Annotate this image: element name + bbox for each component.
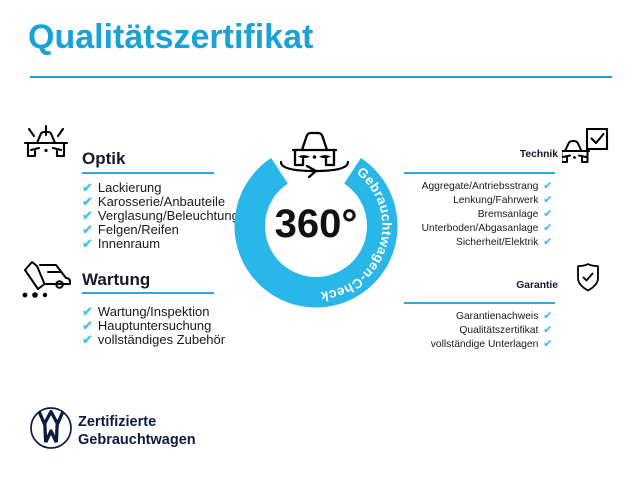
- svg-text:360°: 360°: [275, 202, 358, 246]
